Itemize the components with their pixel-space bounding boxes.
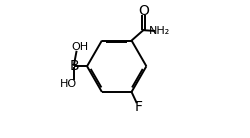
Text: B: B <box>69 59 79 73</box>
Text: O: O <box>138 4 149 18</box>
Text: NH₂: NH₂ <box>149 26 171 36</box>
Text: F: F <box>135 100 143 114</box>
Text: HO: HO <box>60 79 77 89</box>
Text: OH: OH <box>71 42 88 52</box>
